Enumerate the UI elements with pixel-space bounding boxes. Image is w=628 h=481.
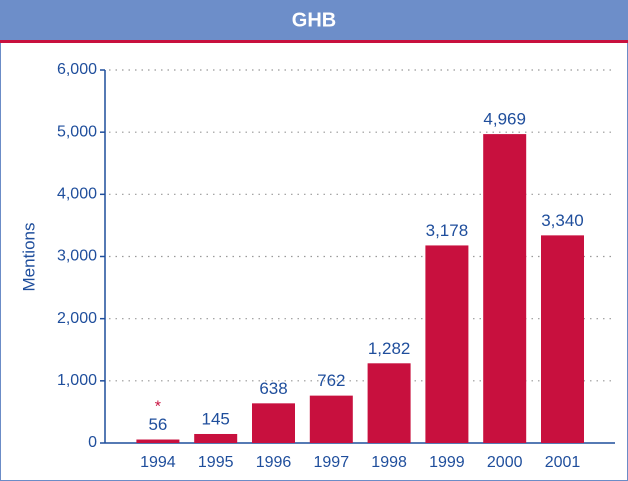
x-tick-label: 2000: [487, 454, 523, 471]
x-tick-label: 1996: [256, 454, 292, 471]
x-tick-label: 1997: [314, 454, 350, 471]
header: [0, 0, 628, 40]
y-axis-label: Mentions: [19, 223, 38, 292]
x-tick-label: 1999: [429, 454, 465, 471]
y-tick-label: 1,000: [57, 372, 97, 389]
x-tick-label: 1998: [371, 454, 407, 471]
x-tick-label: 2001: [545, 454, 581, 471]
bar: [425, 245, 469, 443]
bar: [309, 395, 353, 443]
value-label: 3,340: [541, 211, 584, 230]
chart-title: GHB: [292, 9, 336, 31]
value-label: 145: [202, 409, 230, 428]
value-label: 56: [148, 415, 167, 434]
y-tick-label: 2,000: [57, 310, 97, 327]
y-tick-label: 5,000: [57, 123, 97, 140]
value-label: 4,969: [483, 110, 526, 129]
value-label: 762: [317, 371, 345, 390]
bar: [194, 433, 238, 443]
y-tick-label: 6,000: [57, 61, 97, 78]
x-tick-label: 1994: [140, 454, 176, 471]
y-tick-label: 4,000: [57, 186, 97, 203]
bar: [136, 439, 180, 443]
value-label: 3,178: [426, 221, 469, 240]
y-tick-label: 3,000: [57, 248, 97, 265]
x-tick-label: 1995: [198, 454, 234, 471]
value-label: 638: [259, 379, 287, 398]
bar: [367, 363, 411, 443]
header-rule: [0, 40, 628, 43]
bar: [541, 235, 584, 443]
bar: [252, 403, 295, 443]
y-tick-label: 0: [88, 434, 97, 451]
bar: [483, 134, 527, 444]
annotation: *: [155, 399, 161, 416]
value-label: 1,282: [368, 339, 411, 358]
